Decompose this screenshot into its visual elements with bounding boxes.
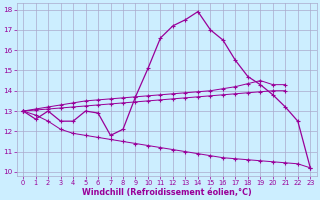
- X-axis label: Windchill (Refroidissement éolien,°C): Windchill (Refroidissement éolien,°C): [82, 188, 252, 197]
